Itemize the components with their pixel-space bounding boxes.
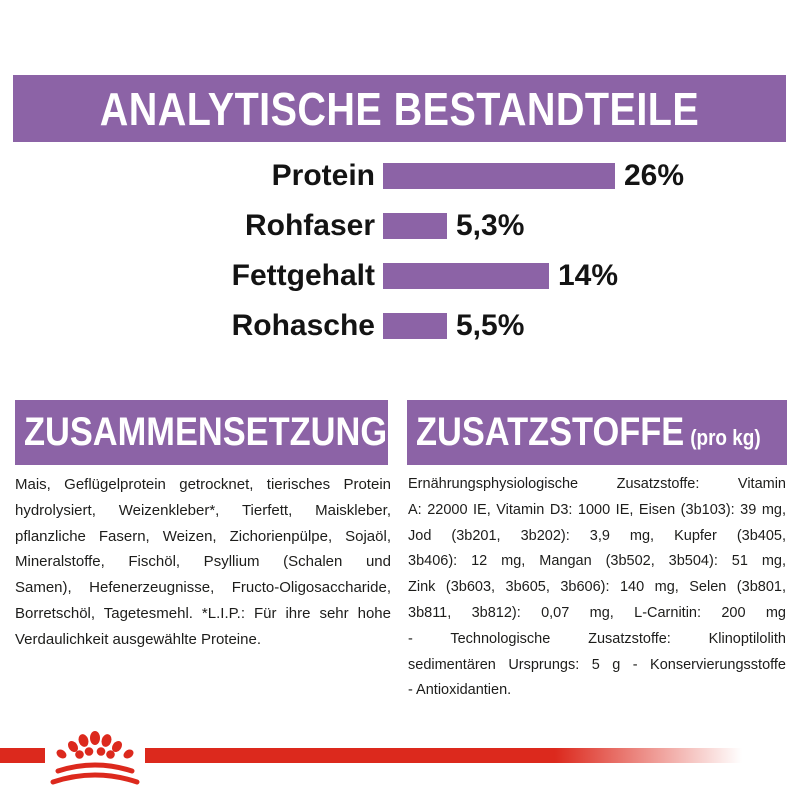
chart-bar bbox=[383, 313, 447, 339]
additives-title-main: ZUSATZSTOFFE bbox=[416, 410, 685, 454]
brand-stripe-left bbox=[0, 748, 45, 763]
composition-title: ZUSAMMENSETZUNG bbox=[24, 410, 388, 454]
chart-value-label: 5,3% bbox=[456, 209, 525, 242]
chart-category-label: Protein bbox=[271, 159, 375, 192]
text-line: Mais, Geflügelprotein getrocknet, tieris… bbox=[15, 476, 391, 493]
text-line: Jod (3b201, 3b202): 3,9 mg, Kupfer (3b40… bbox=[408, 527, 786, 544]
brand-stripe-right bbox=[145, 748, 748, 763]
text-line: Samen), Hefenerzeugnisse, Fructo-Oligosa… bbox=[15, 579, 391, 597]
composition-header-banner: ZUSAMMENSETZUNG bbox=[15, 400, 388, 465]
text-line: 3b406): 12 mg, Mangan (3b502, 3b504): 51… bbox=[408, 553, 786, 570]
text-line: - Technologische Zusatzstoffe: Klinoptil… bbox=[408, 630, 786, 647]
chart-value-label: 5,5% bbox=[456, 309, 525, 342]
text-line: A: 22000 IE, Vitamin D3: 1000 IE, Eisen … bbox=[408, 501, 786, 518]
text-line: Mineralstoffe, Fischöl, Psyllium (Schale… bbox=[15, 553, 391, 571]
composition-text: Mais, Geflügelprotein getrocknet, tieris… bbox=[15, 472, 391, 653]
chart-category-label: Rohfaser bbox=[244, 209, 375, 242]
chart-bar bbox=[383, 263, 549, 289]
chart-category-label: Rohasche bbox=[231, 309, 375, 342]
analytical-chart: Protein 26% Rohfaser 5,3% Fettgehalt 14% Rohas… bbox=[0, 151, 800, 351]
text-line: - Antioxidantien. bbox=[408, 682, 512, 699]
chart-value-label: 26% bbox=[624, 159, 685, 192]
chart-row: Rohasche 5,5% bbox=[0, 301, 800, 351]
chart-bar bbox=[383, 163, 615, 189]
text-line: Borretschöl, Tagetesmehl. *L.I.P.: Für i… bbox=[15, 604, 391, 622]
chart-value-label: 14% bbox=[558, 259, 619, 292]
chart-row: Rohfaser 5,3% bbox=[0, 201, 800, 251]
additives-title-suffix: (pro kg) bbox=[690, 425, 761, 450]
text-line: Verdaulichkeit ausgewählte Proteine. bbox=[15, 630, 261, 648]
text-line: Zink (3b603, 3b605, 3b606): 140 mg, Sele… bbox=[408, 579, 786, 596]
chart-category-label: Fettgehalt bbox=[231, 259, 375, 292]
text-line: Ernährungsphysiologische Zusatzstoffe: V… bbox=[408, 476, 786, 492]
royal-canin-crown-icon bbox=[50, 731, 140, 785]
analytical-header-title: ANALYTISCHE BESTANDTEILE bbox=[99, 82, 700, 135]
text-line: pflanzliche Fasern, Weizen, Zichorienpül… bbox=[15, 527, 391, 545]
text-line: sedimentären Ursprungs: 5 g - Konservier… bbox=[408, 656, 786, 673]
text-line: hydrolysiert, Weizenkleber*, Tierfett, M… bbox=[15, 501, 391, 519]
additives-title: ZUSATZSTOFFE (pro kg) bbox=[416, 410, 761, 455]
analytical-header-banner: ANALYTISCHE BESTANDTEILE bbox=[13, 75, 786, 142]
additives-text: Ernährungsphysiologische Zusatzstoffe: V… bbox=[408, 472, 786, 704]
chart-row: Fettgehalt 14% bbox=[0, 251, 800, 301]
additives-header-banner: ZUSATZSTOFFE (pro kg) bbox=[407, 400, 787, 465]
chart-row: Protein 26% bbox=[0, 151, 800, 201]
chart-bar bbox=[383, 213, 447, 239]
text-line: 3b811, 3b812): 0,07 mg, L-Carnitin: 200 … bbox=[408, 604, 786, 621]
